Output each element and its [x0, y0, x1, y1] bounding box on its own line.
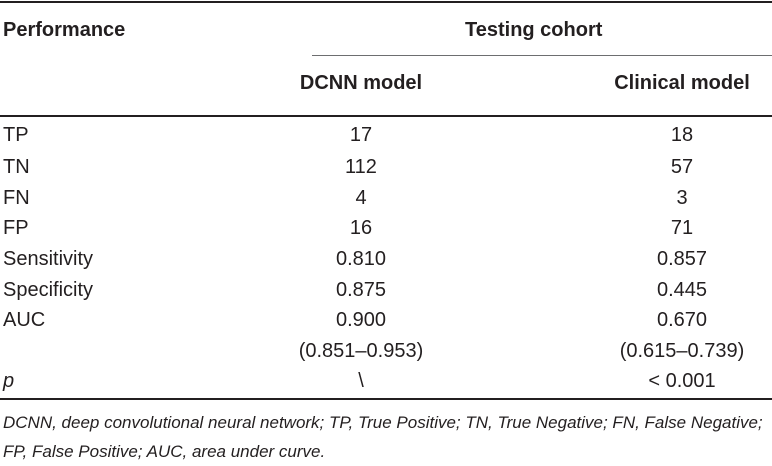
table-row: Sensitivity 0.810 0.857	[0, 244, 772, 274]
dcnn-value: \	[358, 370, 364, 392]
table-row: FN 4 3	[0, 183, 772, 213]
clinical-value: 71	[670, 217, 694, 239]
table-row: FP 16 71	[0, 213, 772, 243]
row-label: TN	[3, 156, 30, 178]
table-row: AUC 0.900 0.670	[0, 305, 772, 335]
row-label: AUC	[3, 309, 46, 331]
table-footnote: DCNN, deep convolutional neural network;…	[3, 413, 763, 461]
dcnn-value: 112	[345, 156, 377, 178]
row-label: Sensitivity	[3, 248, 94, 270]
clinical-value: 3	[676, 187, 688, 209]
clinical-value: < 0.001	[648, 370, 716, 392]
spanner-rule	[312, 55, 772, 56]
table-row: Specificity 0.875 0.445	[0, 275, 772, 305]
clinical-value: 57	[670, 156, 694, 178]
dcnn-value: 0.875	[335, 279, 387, 301]
header-performance: Performance	[3, 19, 126, 41]
table-row: TP 17 18	[0, 120, 772, 150]
clinical-value: 0.445	[656, 279, 708, 301]
row-label: FP	[3, 217, 29, 239]
clinical-value: 18	[670, 124, 694, 146]
row-label: FN	[3, 187, 30, 209]
row-label: Specificity	[3, 279, 94, 301]
dcnn-value: 17	[349, 124, 373, 146]
header-bottom-rule	[0, 115, 772, 117]
table-top-rule	[0, 1, 772, 3]
table-bottom-rule	[0, 398, 772, 400]
header-dcnn-model: DCNN model	[299, 72, 423, 94]
table-row: TN 112 57	[0, 152, 772, 182]
dcnn-value: 4	[355, 187, 367, 209]
clinical-value: 0.857	[656, 248, 708, 270]
header-testing-cohort: Testing cohort	[465, 19, 603, 41]
dcnn-value: 0.810	[335, 248, 387, 270]
clinical-value: 0.670	[656, 309, 708, 331]
dcnn-value: 16	[349, 217, 373, 239]
table-row: p \ < 0.001	[0, 366, 772, 396]
row-label: TP	[3, 124, 29, 146]
row-label: p	[3, 370, 15, 392]
dcnn-value: (0.851–0.953)	[298, 340, 424, 362]
header-clinical-model: Clinical model	[614, 72, 750, 94]
dcnn-value: 0.900	[335, 309, 387, 331]
table-row: (0.851–0.953) (0.615–0.739)	[0, 336, 772, 366]
clinical-value: (0.615–0.739)	[619, 340, 745, 362]
